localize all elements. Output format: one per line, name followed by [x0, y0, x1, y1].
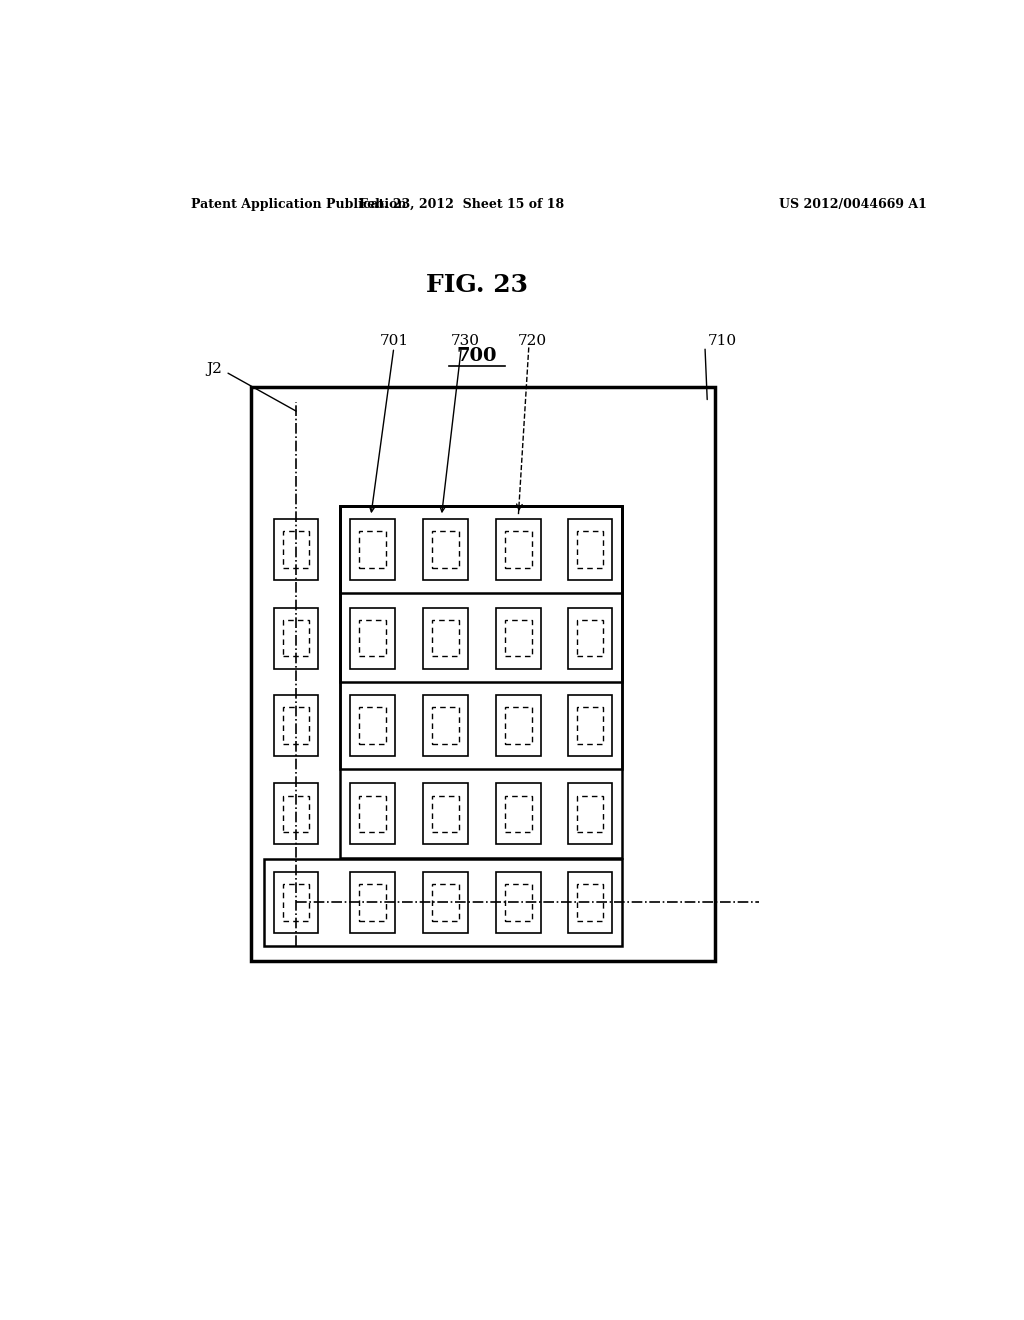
Text: FIG. 23: FIG. 23	[426, 273, 528, 297]
Text: Patent Application Publication: Patent Application Publication	[191, 198, 407, 211]
Text: 720: 720	[518, 334, 547, 348]
Text: 701: 701	[379, 334, 409, 348]
Text: 710: 710	[708, 334, 736, 348]
Text: Feb. 23, 2012  Sheet 15 of 18: Feb. 23, 2012 Sheet 15 of 18	[358, 198, 564, 211]
Text: 700: 700	[457, 347, 498, 364]
Text: 730: 730	[451, 334, 480, 348]
Text: J2: J2	[206, 362, 221, 376]
Text: US 2012/0044669 A1: US 2012/0044669 A1	[778, 198, 927, 211]
